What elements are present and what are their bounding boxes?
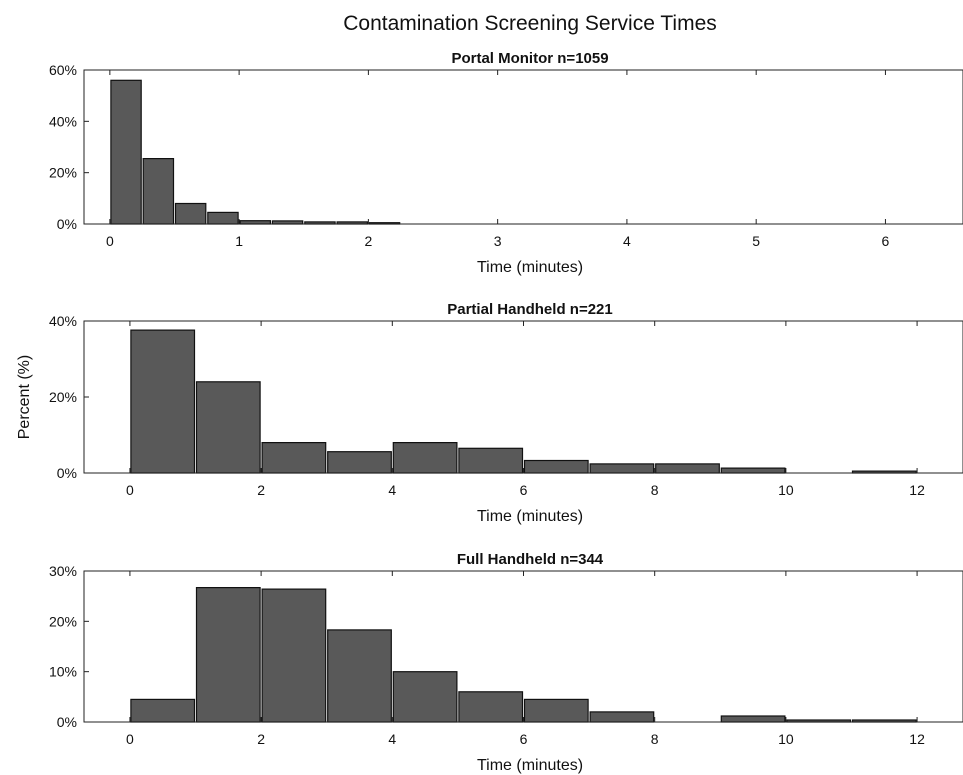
- bar: [458, 691, 524, 723]
- y-tick-label: 20%: [49, 389, 77, 405]
- bar: [130, 698, 196, 723]
- bar: [392, 442, 458, 474]
- bar: [458, 447, 524, 474]
- x-tick-label: 2: [364, 233, 372, 249]
- x-tick-label: 4: [388, 731, 396, 747]
- x-tick-label: 8: [651, 482, 659, 498]
- x-tick-label: 1: [235, 233, 243, 249]
- x-tick-label: 6: [520, 482, 528, 498]
- y-tick-label: 0%: [57, 714, 77, 730]
- bar: [523, 698, 589, 723]
- panel-title: Partial Handheld n=221: [447, 301, 612, 318]
- x-tick-label: 6: [520, 731, 528, 747]
- bar: [195, 586, 261, 723]
- bar: [655, 463, 720, 474]
- x-axis-label: Time (minutes): [477, 508, 583, 525]
- y-tick-label: 0%: [57, 465, 77, 481]
- chart-panel-partial-handheld: 0 2 4 6 8 10 12 0% 20% 40% Partial Handheld n=221 T…: [49, 301, 963, 525]
- plot-frame: [83, 69, 963, 225]
- x-tick-label: 12: [909, 731, 925, 747]
- bar: [195, 381, 261, 474]
- y-tick-label: 20%: [49, 613, 77, 629]
- x-tick-label: 3: [494, 233, 502, 249]
- panel-title: Full Handheld n=344: [457, 551, 604, 568]
- bar: [130, 329, 196, 474]
- bar: [110, 79, 142, 225]
- bar: [327, 451, 392, 474]
- x-axis-label: Time (minutes): [477, 757, 583, 774]
- y-tick-label: 40%: [49, 113, 77, 129]
- x-tick-label: 4: [623, 233, 631, 249]
- y-tick-label: 60%: [49, 62, 77, 78]
- y-tick-label: 20%: [49, 165, 77, 181]
- x-tick-label: 10: [778, 482, 794, 498]
- x-tick-label: 10: [778, 731, 794, 747]
- bar: [392, 671, 458, 723]
- bar: [207, 211, 239, 225]
- bar: [523, 459, 589, 474]
- y-tick-label: 30%: [49, 563, 77, 579]
- chart-panel-full-handheld: 0 2 4 6 8 10 12 0% 10% 20% 30% Full Handheld n=344 T…: [49, 551, 963, 774]
- y-tick-label: 10%: [49, 664, 77, 680]
- figure-title: Contamination Screening Service Times: [343, 12, 717, 35]
- bar: [720, 467, 786, 474]
- chart-panel-portal-monitor: 0 1 2 3 4 5 60%20%40%60%Portal Monitor n=1059T…: [49, 50, 963, 276]
- x-tick-label: 5: [752, 233, 760, 249]
- panel-title: Portal Monitor n=1059: [451, 50, 608, 67]
- bar: [174, 202, 207, 225]
- x-tick-label: 0: [126, 482, 134, 498]
- bar: [261, 442, 327, 474]
- y-tick-label: 0%: [57, 216, 77, 232]
- x-axis-label: Time (minutes): [477, 259, 583, 276]
- y-axis-label: Percent (%): [16, 355, 33, 439]
- x-tick-label: 8: [651, 731, 659, 747]
- x-tick-label: 12: [909, 482, 925, 498]
- x-tick-label: 2: [257, 731, 265, 747]
- x-tick-label: 0: [106, 233, 114, 249]
- x-tick-label: 4: [388, 482, 396, 498]
- bar: [261, 588, 327, 723]
- x-tick-label: 2: [257, 482, 265, 498]
- x-tick-label: 0: [126, 731, 134, 747]
- bar: [327, 629, 392, 723]
- bar: [589, 711, 655, 723]
- y-tick-label: 40%: [49, 313, 77, 329]
- bar: [589, 463, 655, 474]
- bar: [720, 715, 786, 723]
- bar: [142, 158, 175, 225]
- x-tick-label: 6: [882, 233, 890, 249]
